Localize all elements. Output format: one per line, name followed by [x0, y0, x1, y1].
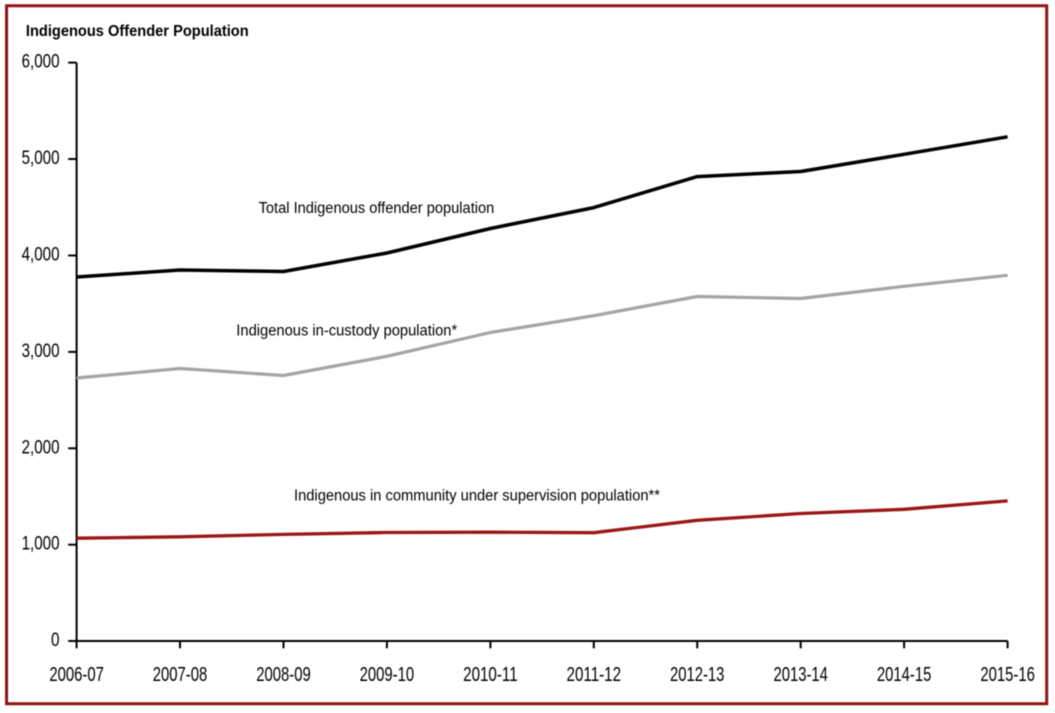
svg-text:0: 0	[51, 629, 60, 651]
svg-text:2008-09: 2008-09	[256, 664, 311, 686]
svg-text:Indigenous in community under: Indigenous in community under supervisio…	[294, 487, 660, 504]
svg-text:2014-15: 2014-15	[877, 664, 932, 686]
svg-text:2013-14: 2013-14	[773, 664, 828, 686]
svg-text:2010-11: 2010-11	[463, 664, 518, 686]
svg-text:1,000: 1,000	[22, 533, 60, 555]
svg-text:2011-12: 2011-12	[567, 664, 622, 686]
svg-text:Indigenous in-custody populati: Indigenous in-custody population*	[236, 323, 457, 340]
svg-text:2007-08: 2007-08	[153, 664, 208, 686]
svg-text:2015-16: 2015-16	[980, 664, 1035, 686]
svg-text:5,000: 5,000	[22, 147, 60, 169]
svg-text:4,000: 4,000	[22, 244, 60, 266]
svg-text:Total Indigenous offender popu: Total Indigenous offender population	[259, 200, 495, 217]
svg-text:2009-10: 2009-10	[360, 664, 415, 686]
svg-text:Indigenous Offender Population: Indigenous Offender Population	[26, 23, 249, 40]
svg-text:2006-07: 2006-07	[49, 664, 104, 686]
svg-text:6,000: 6,000	[22, 51, 60, 73]
svg-text:2012-13: 2012-13	[670, 664, 725, 686]
svg-text:2,000: 2,000	[22, 436, 60, 458]
svg-text:3,000: 3,000	[22, 340, 60, 362]
